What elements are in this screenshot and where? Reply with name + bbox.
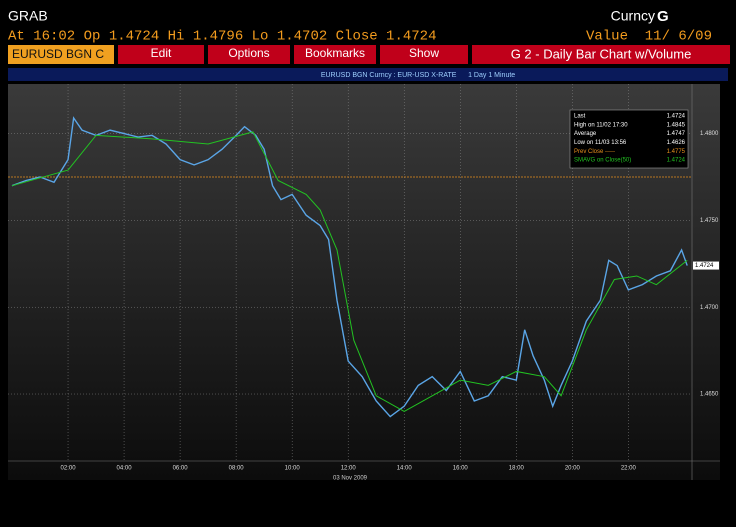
button[interactable]	[294, 45, 376, 64]
x-tick-label: 22:00	[621, 466, 637, 472]
value-date: Value 11/ 6/09	[586, 29, 712, 45]
button-label[interactable]: Show	[409, 46, 439, 60]
stats-value: 1.4775	[667, 149, 686, 155]
chart-title: EURUSD BGN Curncy : EUR-USD X-RATE 1 Day…	[321, 72, 515, 79]
button-label[interactable]: Bookmarks	[305, 46, 365, 60]
x-tick-label: 14:00	[397, 466, 413, 472]
stats-value: 1.4724	[667, 158, 686, 164]
x-tick-label: 18:00	[509, 466, 525, 472]
y-tick-label: 1.4700	[700, 305, 719, 311]
button-label[interactable]: Options	[228, 46, 269, 60]
button[interactable]	[118, 45, 204, 64]
stats-value: 1.4845	[667, 122, 686, 128]
x-tick-label: 16:00	[453, 466, 469, 472]
x-axis-label: 03 Nov 2009	[333, 476, 368, 482]
stats-value: 1.4626	[667, 140, 686, 146]
x-tick-label: 08:00	[229, 466, 245, 472]
function-key: G	[657, 8, 669, 25]
screen-title-box	[472, 45, 730, 64]
x-tick-label: 02:00	[61, 466, 77, 472]
x-tick-label: 06:00	[173, 466, 189, 472]
price-line	[11, 116, 688, 418]
ticker-box[interactable]	[8, 45, 114, 64]
last-tag-box	[693, 261, 719, 270]
x-tick-label: 20:00	[565, 466, 581, 472]
sma-line	[11, 131, 688, 412]
quote-line: At 16:02 Op 1.4724 Hi 1.4796 Lo 1.4702 C…	[8, 29, 436, 45]
y-tick-label: 1.4750	[700, 218, 719, 224]
stats-value: 1.4747	[667, 131, 686, 137]
stats-label: Average	[574, 131, 597, 137]
button-label[interactable]: Edit	[151, 46, 172, 60]
button[interactable]	[208, 45, 290, 64]
stats-value: 1.4724	[667, 114, 686, 120]
screen-title: G 2 - Daily Bar Chart w/Volume	[511, 46, 692, 61]
x-tick-label: 04:00	[117, 466, 133, 472]
stats-label: SMAVG on Close(50)	[574, 158, 631, 164]
x-tick-label: 12:00	[341, 466, 357, 472]
x-tick-label: 10:00	[285, 466, 301, 472]
security-type: Curncy	[611, 8, 655, 24]
y-tick-label: 1.4650	[700, 392, 719, 398]
y-tick-label: 1.4800	[700, 131, 719, 137]
last-tag: 1.4724	[695, 263, 714, 269]
stats-label: Prev Close -----	[574, 149, 615, 155]
button[interactable]	[380, 45, 468, 64]
title-bar	[8, 68, 728, 81]
stats-label: Last	[574, 114, 586, 120]
stats-box	[569, 109, 689, 169]
stats-label: Low on 11/03 13:56	[574, 140, 627, 146]
stats-label: High on 11/02 17:30	[574, 122, 628, 128]
function-name: GRAB	[8, 8, 48, 24]
ticker[interactable]: EURUSD BGN C	[12, 47, 104, 61]
